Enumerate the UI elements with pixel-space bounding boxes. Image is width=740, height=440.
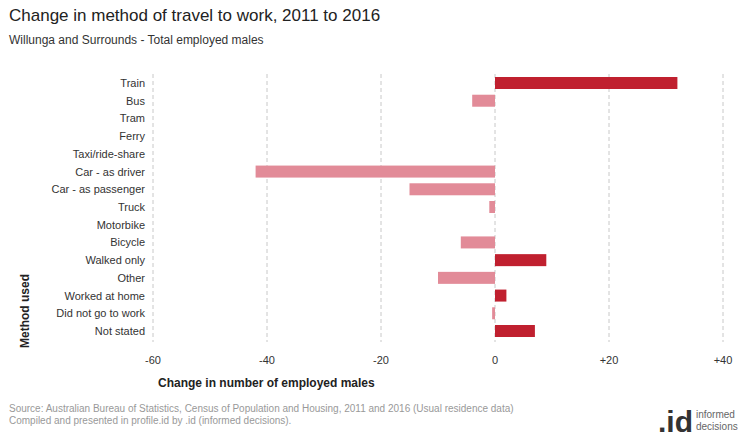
grid-line [609,74,610,342]
bar [495,112,496,124]
bar [495,290,506,302]
tick-label: +40 [714,354,733,366]
category-label: Did not go to work [56,307,145,319]
source: Compiled and presented in profile.id by … [9,415,291,426]
tick-label: -40 [259,354,275,366]
category-label: Taxi/ride-share [73,148,145,160]
bar [495,254,546,266]
bar [461,236,495,248]
logo-text: informeddecisions [696,409,738,432]
category-label: Bus [126,95,145,107]
title: Change in method of travel to work, 2011… [9,6,380,25]
tick-label: -20 [373,354,389,366]
bar [489,201,495,213]
category-label: Worked at home [64,290,145,302]
bar [256,166,495,178]
bar [495,219,496,231]
bar [495,130,496,142]
source: Source: Australian Bureau of Statistics,… [9,403,514,414]
logo-mark: .id [658,405,693,438]
bars [256,77,678,337]
bar [438,272,495,284]
tick-label: 0 [492,354,498,366]
grid-line [723,74,724,342]
bar [492,307,495,319]
category-label: Ferry [119,130,145,142]
category-label: Not stated [95,325,145,337]
grid-line [267,74,268,342]
category-label: Train [120,77,145,89]
category-label: Walked only [85,254,145,266]
subtitle: Willunga and Surrounds - Total employed … [9,33,264,47]
bar [495,325,535,337]
bar [472,95,495,107]
category-label: Tram [120,112,145,124]
grid-line [153,74,154,342]
category-label: Truck [118,201,146,213]
x-axis-label: Change in number of employed males [158,376,375,390]
category-label: Other [117,272,145,284]
chart: Change in method of travel to work, 2011… [0,0,740,440]
grid-line [381,74,382,342]
bar [410,183,496,195]
category-label: Motorbike [97,219,145,231]
tick-label: +20 [600,354,619,366]
tick-label: -60 [145,354,161,366]
category-label: Car - as driver [75,166,145,178]
bar [495,77,677,89]
y-axis-label: Method used [18,274,32,348]
category-label: Bicycle [110,236,145,248]
bar [495,148,496,160]
category-label: Car - as passenger [51,183,145,195]
